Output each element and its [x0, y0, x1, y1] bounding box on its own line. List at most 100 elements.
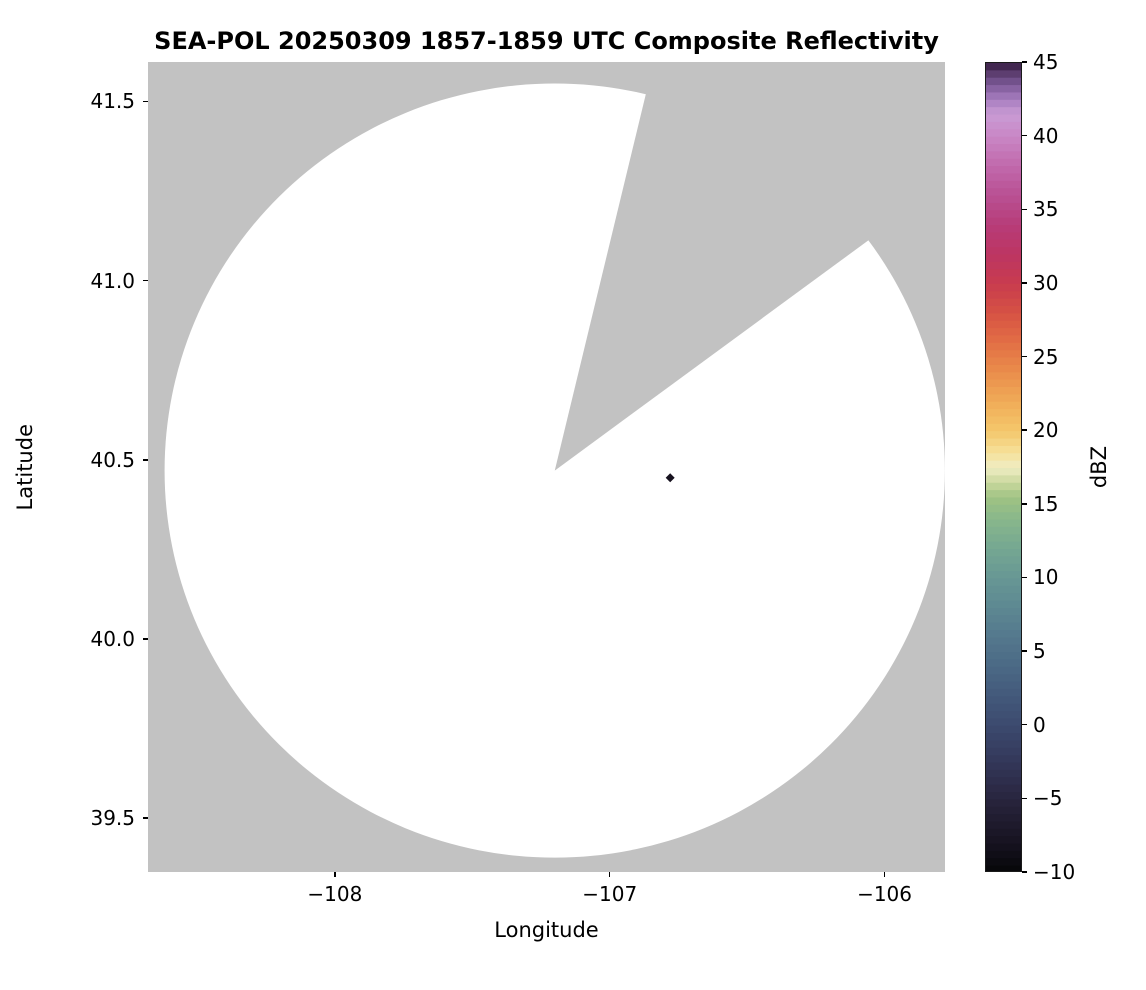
colorbar-band: [985, 606, 1022, 616]
colorbar-tick: [1022, 208, 1027, 211]
colorbar-band: [985, 459, 1022, 468]
colorbar-tick-label: 30: [1033, 270, 1059, 295]
colorbar-band: [985, 341, 1022, 351]
colorbar-band: [985, 621, 1022, 630]
colorbar-band: [985, 651, 1022, 660]
colorbar-band: [985, 761, 1022, 770]
colorbar-band: [985, 813, 1022, 822]
y-tick-label: 39.5: [90, 806, 135, 831]
y-tick: [143, 100, 148, 103]
colorbar-band: [985, 511, 1022, 520]
colorbar-band: [985, 76, 1022, 86]
colorbar-tick-label: 0: [1033, 712, 1046, 737]
colorbar-band: [985, 864, 1022, 873]
colorbar-band: [985, 783, 1022, 792]
colorbar-tick: [1022, 429, 1027, 431]
colorbar-band: [985, 157, 1022, 167]
colorbar-band: [985, 562, 1022, 572]
plot-area: [148, 0, 1146, 872]
colorbar-band: [985, 717, 1022, 726]
colorbar-band: [985, 768, 1022, 778]
y-tick: [143, 638, 148, 640]
colorbar-band: [985, 194, 1022, 203]
colorbar-tick: [1022, 355, 1027, 358]
colorbar-band: [985, 113, 1022, 122]
colorbar-band: [985, 165, 1022, 174]
colorbar-band: [985, 260, 1022, 270]
colorbar-band: [985, 474, 1022, 483]
colorbar-band: [985, 135, 1022, 144]
colorbar-band: [985, 69, 1022, 78]
colorbar-tick-label: 10: [1033, 565, 1059, 590]
colorbar-band: [985, 680, 1022, 689]
colorbar-band: [985, 827, 1022, 837]
colorbar-band: [985, 614, 1022, 623]
colorbar-band: [985, 62, 1022, 71]
colorbar-band: [985, 702, 1022, 711]
colorbar-band: [985, 187, 1022, 196]
colorbar-band: [985, 710, 1022, 719]
colorbar-band: [985, 629, 1022, 638]
y-tick-label: 41.5: [90, 89, 135, 114]
y-tick-label: 40.0: [90, 627, 135, 652]
colorbar-band: [985, 201, 1022, 211]
colorbar-band: [985, 791, 1022, 800]
colorbar-band: [985, 393, 1022, 402]
colorbar-band: [985, 805, 1022, 815]
colorbar-band: [985, 84, 1022, 93]
x-tick: [608, 872, 611, 877]
colorbar-tick-label: 35: [1033, 197, 1059, 222]
colorbar-tick: [1022, 650, 1027, 652]
colorbar-band: [985, 400, 1022, 410]
colorbar-label-wrap: dBZ: [1082, 62, 1116, 872]
colorbar-band: [985, 106, 1022, 115]
colorbar-band: [985, 216, 1022, 225]
colorbar-band: [985, 643, 1022, 653]
colorbar-tick-label: 5: [1033, 639, 1046, 664]
colorbar-band: [985, 172, 1022, 181]
colorbar-tick-label: −5: [1033, 786, 1063, 811]
colorbar-band: [985, 305, 1022, 314]
colorbar-band: [985, 555, 1022, 564]
colorbar-band: [985, 570, 1022, 579]
colorbar-band: [985, 687, 1022, 697]
colorbar-tick-label: 25: [1033, 344, 1059, 369]
colorbar-band: [985, 319, 1022, 329]
colorbar-band: [985, 724, 1022, 734]
colorbar-band: [985, 386, 1022, 395]
colorbar-band: [985, 849, 1022, 859]
colorbar-band: [985, 437, 1022, 446]
colorbar-band: [985, 334, 1022, 343]
colorbar-band: [985, 91, 1022, 100]
colorbar-band: [985, 290, 1022, 299]
colorbar-band: [985, 732, 1022, 741]
y-tick: [143, 817, 148, 819]
colorbar-band: [985, 128, 1022, 137]
colorbar-band: [985, 776, 1022, 785]
y-axis-label: Latitude: [13, 423, 37, 511]
colorbar-band: [985, 658, 1022, 667]
colorbar-tick-label: 40: [1033, 123, 1059, 148]
colorbar-band: [985, 503, 1022, 513]
colorbar-band: [985, 209, 1022, 218]
colorbar-band: [985, 253, 1022, 262]
colorbar: [985, 62, 1022, 873]
colorbar-band: [985, 268, 1022, 277]
colorbar-band: [985, 857, 1022, 866]
colorbar-band: [985, 422, 1022, 432]
colorbar-band: [985, 143, 1022, 152]
colorbar-band: [985, 444, 1022, 454]
x-tick-label: −106: [857, 882, 912, 906]
colorbar-band: [985, 673, 1022, 682]
colorbar-tick-label: 45: [1033, 50, 1059, 74]
colorbar-band: [985, 356, 1022, 365]
colorbar-outline: [985, 62, 1022, 872]
colorbar-band: [985, 246, 1022, 255]
colorbar-band: [985, 297, 1022, 306]
colorbar-band: [985, 120, 1022, 130]
x-tick: [334, 872, 336, 877]
y-tick: [143, 459, 148, 461]
colorbar-band: [985, 518, 1022, 527]
colorbar-band: [985, 496, 1022, 505]
